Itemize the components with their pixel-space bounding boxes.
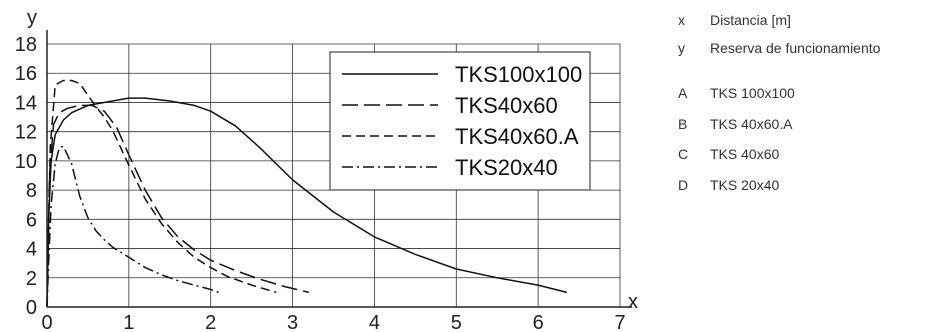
key-item-c: C TKS 40x60 <box>678 146 779 162</box>
series-line-tks40x60-a <box>46 79 277 308</box>
x-tick-label: 4 <box>369 312 380 332</box>
x-tick-label: 7 <box>614 312 625 332</box>
key-text: TKS 100x100 <box>710 85 795 101</box>
y-tick-label: 8 <box>26 180 37 202</box>
y-tick-label: 10 <box>15 151 37 173</box>
key-item-b: B TKS 40x60.A <box>678 116 793 132</box>
x-axis-label: x <box>628 291 638 313</box>
key-text: Distancia [m] <box>710 12 791 28</box>
x-tick-label: 6 <box>533 312 544 332</box>
x-tick-label: 0 <box>41 312 52 332</box>
x-tick-label: 5 <box>451 312 462 332</box>
y-axis-label: y <box>27 7 37 29</box>
series-line-tks40x60 <box>46 104 310 308</box>
legend-label: TKS40x60 <box>455 93 558 118</box>
key-item-d: D TKS 20x40 <box>678 177 779 193</box>
key-text: TKS 20x40 <box>710 177 780 193</box>
series-line-tks100x100 <box>46 97 567 308</box>
y-tick-label: 6 <box>26 209 37 231</box>
y-tick-label: 16 <box>15 63 37 85</box>
key-item-x: x Distancia [m] <box>678 12 791 28</box>
key-letter: A <box>678 85 688 101</box>
y-tick-label: 14 <box>15 92 37 114</box>
legend-label: TKS100x100 <box>455 62 582 87</box>
key-letter: B <box>678 116 688 132</box>
series-line-tks20x40 <box>46 145 220 308</box>
key-item-y: y Reserva de funcionamiento <box>678 40 880 56</box>
x-tick-label: 3 <box>287 312 298 332</box>
y-tick-label: 2 <box>26 268 37 290</box>
key-letter: D <box>678 177 689 193</box>
x-tick-label: 2 <box>205 312 216 332</box>
y-tick-label: 18 <box>15 34 37 56</box>
key-text: Reserva de funcionamiento <box>710 40 881 56</box>
series-lines <box>46 79 567 308</box>
y-tick-label: 4 <box>26 239 37 261</box>
key-letter: C <box>678 146 689 162</box>
legend-label: TKS20x40 <box>455 155 558 180</box>
key-text: TKS 40x60 <box>710 146 780 162</box>
key-item-a: A TKS 100x100 <box>678 85 795 101</box>
legend: TKS100x100 TKS40x60 TKS40x60.A TKS20x40 <box>329 51 591 191</box>
y-tick-label: 0 <box>26 297 37 319</box>
key-text: TKS 40x60.A <box>710 116 793 132</box>
legend-label: TKS40x60.A <box>455 124 579 149</box>
y-tick-label: 12 <box>15 122 37 144</box>
x-tick-label: 1 <box>123 312 134 332</box>
key-letter: x <box>678 12 685 28</box>
key-letter: y <box>678 40 685 56</box>
